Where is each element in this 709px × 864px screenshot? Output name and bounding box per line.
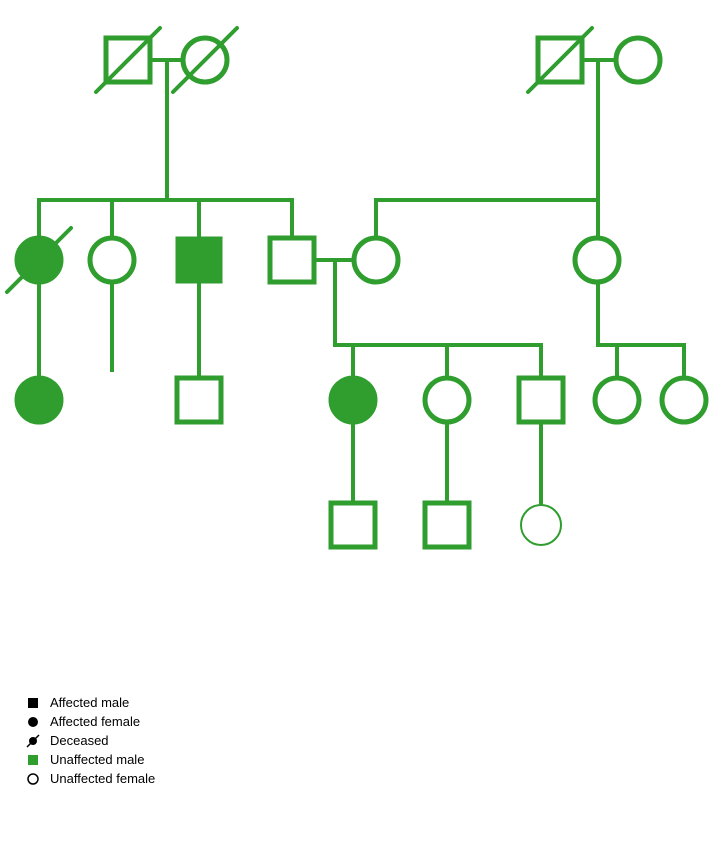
pedigree-node bbox=[575, 238, 619, 282]
pedigree-node bbox=[354, 238, 398, 282]
legend-label: Affected female bbox=[50, 714, 140, 729]
legend-glyph-icon bbox=[26, 715, 40, 729]
legend-row: Unaffected male bbox=[26, 752, 155, 767]
legend-label: Affected male bbox=[50, 695, 129, 710]
legend-row: Unaffected female bbox=[26, 771, 155, 786]
legend: Affected male Affected female Deceased Unaf… bbox=[26, 695, 155, 790]
pedigree-node bbox=[521, 505, 561, 545]
pedigree-node bbox=[17, 378, 61, 422]
pedigree-node bbox=[425, 378, 469, 422]
legend-label: Unaffected male bbox=[50, 752, 144, 767]
legend-glyph-icon bbox=[26, 753, 40, 767]
pedigree-node bbox=[90, 238, 134, 282]
pedigree-node bbox=[7, 228, 71, 292]
pedigree-node bbox=[331, 378, 375, 422]
legend-row: Affected female bbox=[26, 714, 155, 729]
legend-glyph-icon bbox=[26, 734, 40, 748]
pedigree-node bbox=[331, 503, 375, 547]
pedigree-node bbox=[616, 38, 660, 82]
pedigree-node bbox=[528, 28, 592, 92]
pedigree-node bbox=[425, 503, 469, 547]
legend-label: Unaffected female bbox=[50, 771, 155, 786]
pedigree-node bbox=[519, 378, 563, 422]
legend-row: Affected male bbox=[26, 695, 155, 710]
legend-row: Deceased bbox=[26, 733, 155, 748]
pedigree-node bbox=[177, 378, 221, 422]
pedigree-node bbox=[595, 378, 639, 422]
legend-glyph-icon bbox=[26, 772, 40, 786]
pedigree-node bbox=[662, 378, 706, 422]
legend-label: Deceased bbox=[50, 733, 109, 748]
pedigree-node bbox=[270, 238, 314, 282]
pedigree-node bbox=[96, 28, 160, 92]
legend-glyph-icon bbox=[26, 696, 40, 710]
pedigree-node bbox=[173, 28, 237, 92]
pedigree-node bbox=[178, 239, 220, 281]
